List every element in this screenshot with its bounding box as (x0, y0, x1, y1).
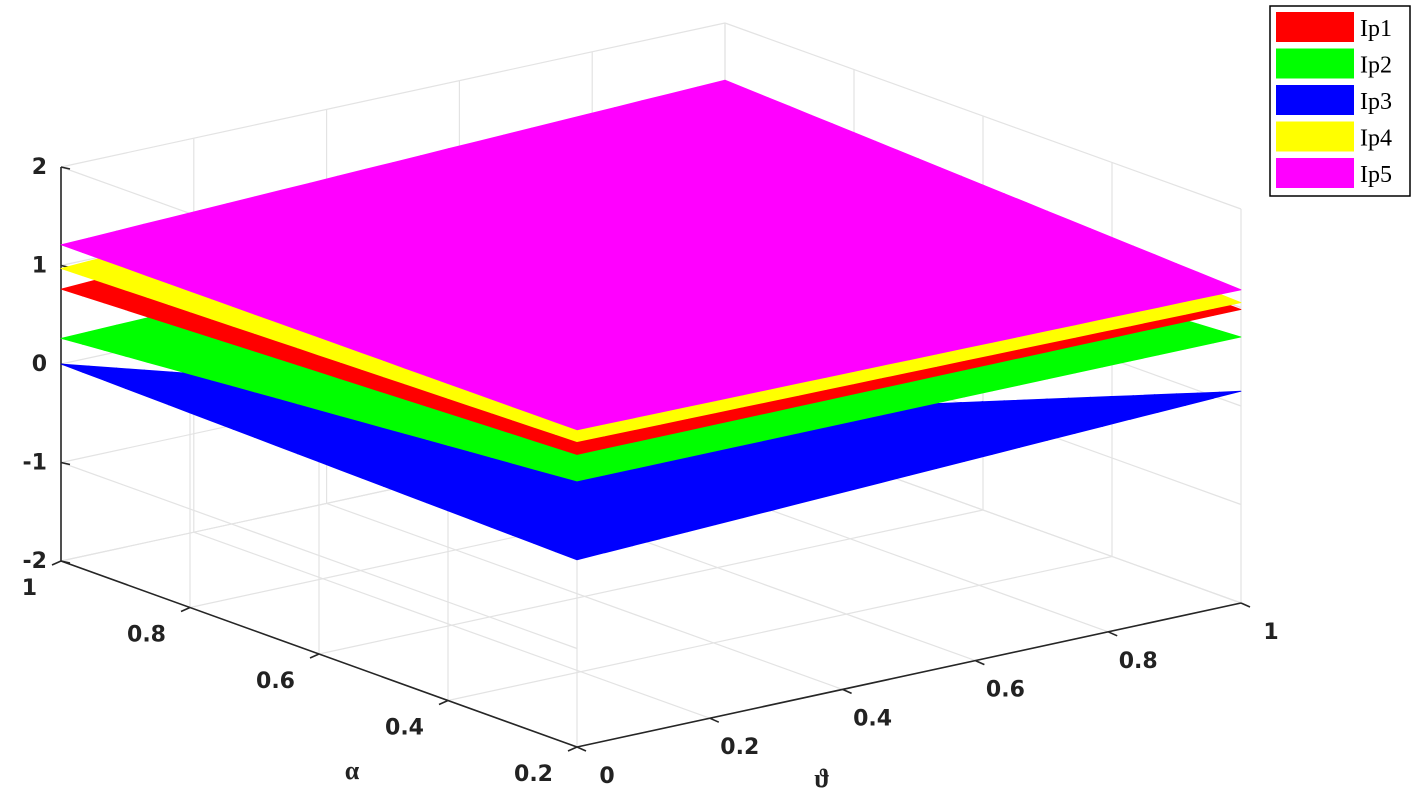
legend-swatch (1276, 85, 1354, 115)
legend-label: Ip1 (1360, 16, 1392, 42)
z-tick-label: -2 (23, 549, 47, 574)
surface-patch (555, 441, 606, 455)
y-tick-label: 0.6 (256, 669, 295, 694)
x-tick-mark (842, 688, 852, 695)
x-tick-mark (975, 659, 985, 666)
legend-label: Ip5 (1360, 162, 1392, 188)
surface-patch (555, 415, 606, 431)
surface-patch (555, 544, 606, 561)
z-tick-mark (60, 166, 71, 170)
y-tick-label: 0.2 (514, 762, 553, 787)
x-axis-label: ϑ (814, 764, 830, 793)
y-tick-mark (567, 746, 578, 752)
y-tick-mark (180, 606, 191, 613)
wall-gridline (60, 22, 726, 168)
x-tick-label: 0.2 (720, 735, 759, 760)
floor-gridline (318, 509, 984, 655)
y-tick-label: 1 (22, 576, 37, 601)
legend-label: Ip2 (1360, 53, 1392, 79)
floor-gridline (447, 555, 1113, 702)
legend: Ip1 Ip2 Ip3 Ip4 Ip5 (1269, 5, 1411, 197)
wall-gridline (60, 461, 578, 650)
z-tick-mark (60, 461, 71, 466)
surfaces (60, 79, 1242, 561)
y-tick-label: 0.8 (127, 623, 166, 648)
surface-ip5 (60, 79, 1242, 431)
legend-label: Ip3 (1360, 89, 1392, 115)
x-tick-label: 0 (599, 764, 614, 789)
x-axis-line (576, 602, 1242, 748)
x-tick-mark (1240, 602, 1251, 608)
x-tick-mark (709, 717, 720, 723)
z-tick-label: -1 (23, 451, 47, 476)
x-tick-label: 1 (1263, 620, 1278, 645)
surface-patch (555, 468, 606, 482)
y-tick-mark (438, 699, 449, 706)
legend-swatch (1276, 12, 1354, 42)
z-tick-label: 1 (32, 254, 47, 279)
legend-label: Ip4 (1360, 126, 1392, 152)
y-tick-label: 0.4 (385, 716, 424, 741)
legend-swatch (1276, 121, 1354, 152)
z-tick-label: 0 (32, 352, 47, 377)
z-tick-label: 2 (32, 155, 47, 180)
y-tick-mark (51, 560, 62, 566)
x-tick-label: 0.6 (986, 678, 1025, 703)
x-tick-label: 0.8 (1119, 649, 1158, 674)
z-tick-mark (60, 560, 71, 564)
x-tick-mark (1107, 631, 1118, 637)
x-tick-mark (576, 746, 587, 752)
x-tick-label: 0.4 (853, 706, 892, 731)
legend-swatch (1276, 158, 1354, 188)
y-tick-mark (309, 653, 320, 659)
wall-gridline (724, 22, 1242, 210)
legend-swatch (1276, 48, 1354, 79)
y-axis-label: α (345, 756, 360, 785)
